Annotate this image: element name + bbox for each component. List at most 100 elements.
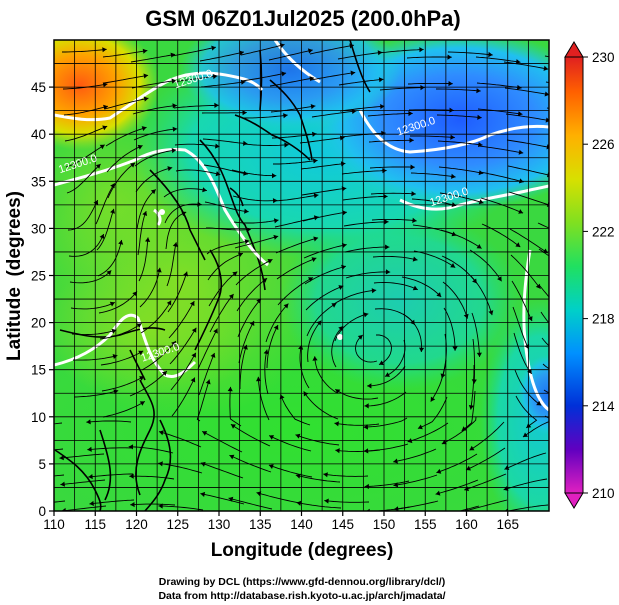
streamline-arrowhead bbox=[20, 502, 24, 507]
streamline bbox=[268, 435, 312, 452]
streamline-arrowhead bbox=[342, 210, 347, 216]
streamline-arrowhead bbox=[477, 114, 482, 120]
streamline-arrowhead bbox=[313, 158, 318, 164]
streamline bbox=[197, 328, 218, 370]
colorbar-tick-label: 222 bbox=[592, 224, 615, 239]
streamline-arrowhead bbox=[545, 117, 549, 123]
streamline bbox=[87, 447, 133, 451]
streamline-arrowhead bbox=[586, 113, 591, 118]
streamline bbox=[167, 271, 188, 313]
streamline-arrowhead bbox=[518, 209, 524, 214]
streamline bbox=[264, 349, 269, 395]
streamline-arrowhead bbox=[367, 383, 372, 389]
streamline bbox=[106, 145, 143, 173]
streamline-arrowhead bbox=[313, 215, 319, 221]
streamline-arrowhead bbox=[232, 271, 238, 277]
streamline bbox=[234, 235, 279, 249]
streamline bbox=[345, 271, 391, 279]
streamline-arrowhead bbox=[172, 103, 177, 109]
streamline-arrowhead bbox=[411, 191, 416, 197]
streamline bbox=[341, 170, 387, 175]
streamline-arrowhead bbox=[385, 244, 390, 250]
streamline-arrowhead bbox=[351, 108, 357, 114]
streamline bbox=[440, 229, 482, 249]
streamline-arrowhead bbox=[142, 211, 148, 216]
y-tick-label: 45 bbox=[31, 80, 46, 95]
y-tick-label: 15 bbox=[31, 363, 46, 378]
streamline-arrowhead bbox=[166, 300, 172, 306]
streamline bbox=[481, 223, 521, 248]
colorbar-tick-label: 214 bbox=[592, 399, 615, 414]
streamline-arrowhead bbox=[59, 455, 64, 461]
streamline-arrowhead bbox=[162, 371, 167, 376]
streamline bbox=[369, 166, 415, 169]
streamline-arrowhead bbox=[87, 446, 92, 452]
streamline bbox=[363, 417, 408, 428]
streamline-arrowhead bbox=[450, 263, 456, 268]
streamline bbox=[367, 365, 406, 387]
streamline bbox=[141, 340, 177, 371]
streamline-arrowhead bbox=[150, 189, 156, 195]
streamline bbox=[514, 369, 542, 406]
streamline-arrowhead bbox=[272, 173, 277, 179]
credit-data: Data from http://database.rish.kyoto-u.a… bbox=[158, 590, 445, 602]
streamline-arrowhead bbox=[585, 87, 590, 92]
streamline-arrowhead bbox=[324, 498, 329, 504]
streamline bbox=[511, 280, 533, 322]
streamline bbox=[509, 228, 549, 254]
streamline-arrowhead bbox=[378, 77, 384, 83]
streamline-arrowhead bbox=[371, 288, 377, 294]
x-tick-label: 120 bbox=[125, 517, 148, 532]
streamline-arrowhead bbox=[316, 320, 322, 326]
streamline bbox=[208, 271, 238, 307]
streamline bbox=[372, 255, 418, 261]
streamline-arrowhead bbox=[102, 47, 107, 53]
streamline bbox=[201, 431, 243, 453]
streamline bbox=[471, 312, 481, 358]
streamline-arrowhead bbox=[172, 242, 178, 247]
streamline bbox=[166, 242, 177, 287]
streamline-arrowhead bbox=[363, 312, 369, 318]
streamline-arrowhead bbox=[338, 326, 344, 331]
streamline-arrowhead bbox=[588, 177, 593, 182]
y-tick-label: 25 bbox=[31, 269, 46, 284]
streamline bbox=[102, 50, 148, 58]
streamline-arrowhead bbox=[309, 76, 315, 82]
streamline bbox=[104, 97, 149, 110]
streamline-arrowhead bbox=[440, 373, 446, 379]
streamline bbox=[204, 201, 249, 213]
streamline bbox=[171, 46, 216, 57]
streamline-arrowhead bbox=[408, 110, 413, 117]
streamline-arrowhead bbox=[357, 335, 363, 340]
streamline bbox=[339, 105, 385, 112]
streamline-arrowhead bbox=[139, 376, 145, 381]
streamline-arrowhead bbox=[379, 360, 384, 366]
streamline-arrowhead bbox=[262, 278, 268, 283]
streamline-arrowhead bbox=[476, 244, 482, 249]
streamline bbox=[98, 291, 138, 314]
streamline bbox=[95, 183, 115, 225]
streamline bbox=[437, 140, 483, 146]
streamline-arrowhead bbox=[472, 278, 477, 284]
y-tick-label: 20 bbox=[31, 316, 46, 331]
streamline-arrowhead bbox=[464, 507, 468, 511]
x-tick-label: 140 bbox=[290, 517, 313, 532]
streamline bbox=[273, 194, 319, 202]
streamline-arrowhead bbox=[212, 74, 218, 80]
streamline-arrowhead bbox=[256, 376, 262, 382]
streamline bbox=[337, 51, 383, 60]
streamline-arrowhead bbox=[172, 126, 178, 132]
streamline-arrowhead bbox=[451, 173, 456, 179]
streamline-arrowhead bbox=[419, 347, 425, 352]
streamline bbox=[373, 282, 418, 291]
streamline bbox=[99, 323, 142, 340]
streamline-arrowhead bbox=[527, 368, 532, 374]
streamline-arrowhead bbox=[523, 432, 528, 437]
streamline bbox=[309, 44, 354, 55]
streamline-arrowhead bbox=[338, 285, 344, 290]
streamline-arrowhead bbox=[244, 208, 249, 214]
streamline bbox=[512, 306, 530, 350]
streamline-arrowhead bbox=[478, 199, 484, 205]
streamline-arrowhead bbox=[430, 396, 436, 402]
streamline bbox=[401, 276, 442, 298]
